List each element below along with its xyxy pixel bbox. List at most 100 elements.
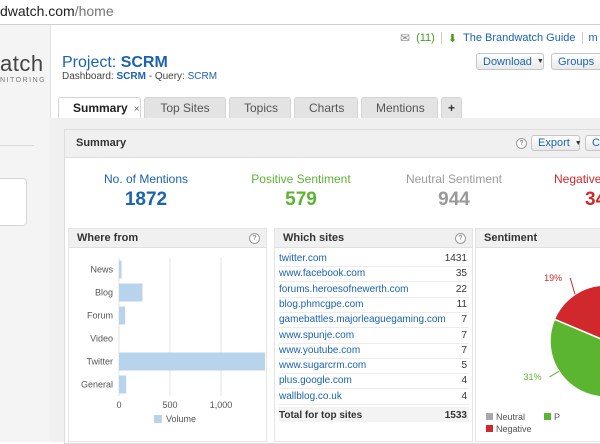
tab-top-sites[interactable]: Top Sites (144, 97, 226, 118)
stat-neutral: Neutral Sentiment 944 (389, 172, 519, 211)
caret-down-icon: ▼ (536, 58, 544, 65)
pie-connector (549, 370, 560, 378)
stat-mentions: No. of Mentions 1872 (91, 172, 201, 211)
table-row: blog.phmcgpe.com 11 (279, 297, 469, 313)
brand-logo: atch (0, 51, 44, 76)
brand-tagline: NITORING (0, 77, 47, 84)
help-icon[interactable]: ? (249, 233, 260, 244)
groups-button[interactable]: Groups▼ (551, 53, 600, 70)
bar (119, 260, 122, 279)
where-from-panel: Where from? 0 500 1,000 News Blog Forum Video T… (68, 228, 267, 442)
site-link[interactable]: wallblog.co.uk (279, 390, 342, 402)
category-label: General (81, 380, 113, 390)
legend-label: Volume (166, 414, 196, 424)
divider (440, 32, 442, 44)
summary-header: Summary ? Export ▼ C (65, 130, 600, 158)
category-label: Twitter (86, 357, 113, 367)
category-label: Video (90, 334, 113, 344)
legend-label: Neutral (496, 412, 525, 422)
table-row: www.youtube.com 7 (279, 343, 469, 359)
site-link[interactable]: twitter.com (279, 253, 327, 264)
download-arrow-icon: ⬇ (447, 32, 458, 45)
site-count: 1431 (444, 253, 467, 264)
stat-value: 579 (285, 189, 317, 210)
legend-swatch (154, 415, 162, 423)
sidebar-panel[interactable] (0, 178, 27, 226)
url-text: dwatch.com/home (0, 3, 114, 19)
help-icon[interactable]: ? (455, 233, 466, 244)
breadcrumb: Dashboard: SCRM - Query: SCRM (62, 71, 218, 82)
pie-connector (569, 277, 576, 295)
options-button[interactable]: C (585, 135, 600, 151)
tab-summary[interactable]: Summary × (58, 97, 141, 118)
total-label: Total for top sites (279, 410, 363, 421)
site-count: 7 (461, 344, 467, 356)
site-link[interactable]: www.youtube.com (279, 344, 361, 356)
table-row: www.spunje.com 7 (279, 328, 469, 344)
stat-positive: Positive Sentiment 579 (236, 172, 366, 211)
tab-topics[interactable]: Topics (229, 97, 291, 118)
dashboard-tabs: Summary × Top Sites Topics Charts Mention… (58, 97, 463, 118)
summary-panel: Summary ? Export ▼ C No. of Mentions 1872… (64, 129, 600, 444)
stat-value: 34 (585, 189, 600, 210)
caret-down-icon: ▼ (574, 139, 582, 147)
stat-negative: Negative 34 (541, 172, 600, 211)
table-row: www.facebook.com 35 (279, 266, 469, 283)
where-from-chart: 0 500 1,000 News Blog Forum Video Twitter Genera… (81, 258, 265, 424)
legend-swatch (544, 413, 551, 420)
tab-charts[interactable]: Charts (294, 97, 358, 118)
dashboard-link[interactable]: SCRM (116, 71, 146, 82)
table-row: forums.heroesofnewerth.com 22 (279, 282, 469, 298)
site-count: 22 (455, 283, 467, 295)
left-sidebar: atch NITORING (0, 25, 51, 442)
site-count: 4 (461, 390, 467, 402)
query-link[interactable]: SCRM (187, 71, 218, 82)
tab-mentions[interactable]: Mentions (361, 97, 438, 118)
site-link[interactable]: www.spunje.com (279, 329, 355, 341)
sentiment-panel: Sentiment 31% 19% Neutral P Negative (475, 228, 600, 442)
sidebar-divider (0, 145, 34, 146)
legend-swatch (486, 425, 493, 432)
category-label: Blog (95, 288, 113, 298)
category-label: Forum (87, 311, 113, 321)
site-link[interactable]: forums.heroesofnewerth.com (279, 283, 409, 295)
site-link[interactable]: gamebattles.majorleaguegaming.com (279, 314, 446, 326)
add-tab-button[interactable]: + (441, 97, 463, 118)
notification-count[interactable]: (11) (416, 32, 435, 44)
address-bar[interactable]: dwatch.com/home (0, 0, 600, 25)
x-tick-label: 1,000 (210, 400, 233, 410)
total-value: 1533 (444, 410, 467, 421)
site-link[interactable]: blog.phmcgpe.com (279, 298, 364, 310)
brandwatch-guide-link[interactable]: The Brandwatch Guide (463, 32, 576, 44)
export-button[interactable]: Export ▼ (531, 135, 582, 151)
download-button[interactable]: Download ▼ (476, 53, 544, 70)
stat-value: 1872 (124, 189, 168, 210)
site-link[interactable]: plus.google.com (279, 375, 352, 387)
help-icon[interactable]: ? (516, 138, 527, 149)
which-sites-panel: Which sites? twitter.com 1431 www.facebook… (274, 228, 473, 442)
close-icon[interactable]: × (133, 104, 140, 115)
user-menu[interactable]: m (588, 32, 598, 44)
x-tick-label: 500 (162, 400, 177, 410)
table-row: plus.google.com 4 (279, 373, 469, 390)
pie-data-label: 31% (523, 372, 541, 382)
legend-swatch (486, 413, 493, 420)
table-row: wallblog.co.uk 4 (279, 389, 469, 405)
divider (581, 32, 583, 44)
summary-title: Summary (76, 137, 127, 149)
site-link[interactable]: www.facebook.com (279, 268, 366, 280)
sentiment-chart: 31% 19% Neutral P Negative (486, 273, 600, 434)
pie-data-label: 19% (544, 273, 562, 283)
site-count: 5 (461, 360, 467, 372)
site-count: 11 (456, 298, 467, 310)
bar (119, 375, 127, 394)
site-count: 35 (455, 268, 467, 280)
x-tick-label: 0 (116, 400, 121, 410)
total-row: Total for top sites 1533 (279, 407, 469, 422)
site-link[interactable]: www.sugarcrm.com (279, 360, 367, 372)
envelope-icon[interactable]: ✉ (400, 31, 411, 45)
table-row: gamebattles.majorleaguegaming.com 7 (279, 312, 469, 329)
table-row: twitter.com 1431 (279, 251, 469, 267)
site-count: 7 (461, 329, 467, 341)
pie-slice (553, 284, 600, 340)
